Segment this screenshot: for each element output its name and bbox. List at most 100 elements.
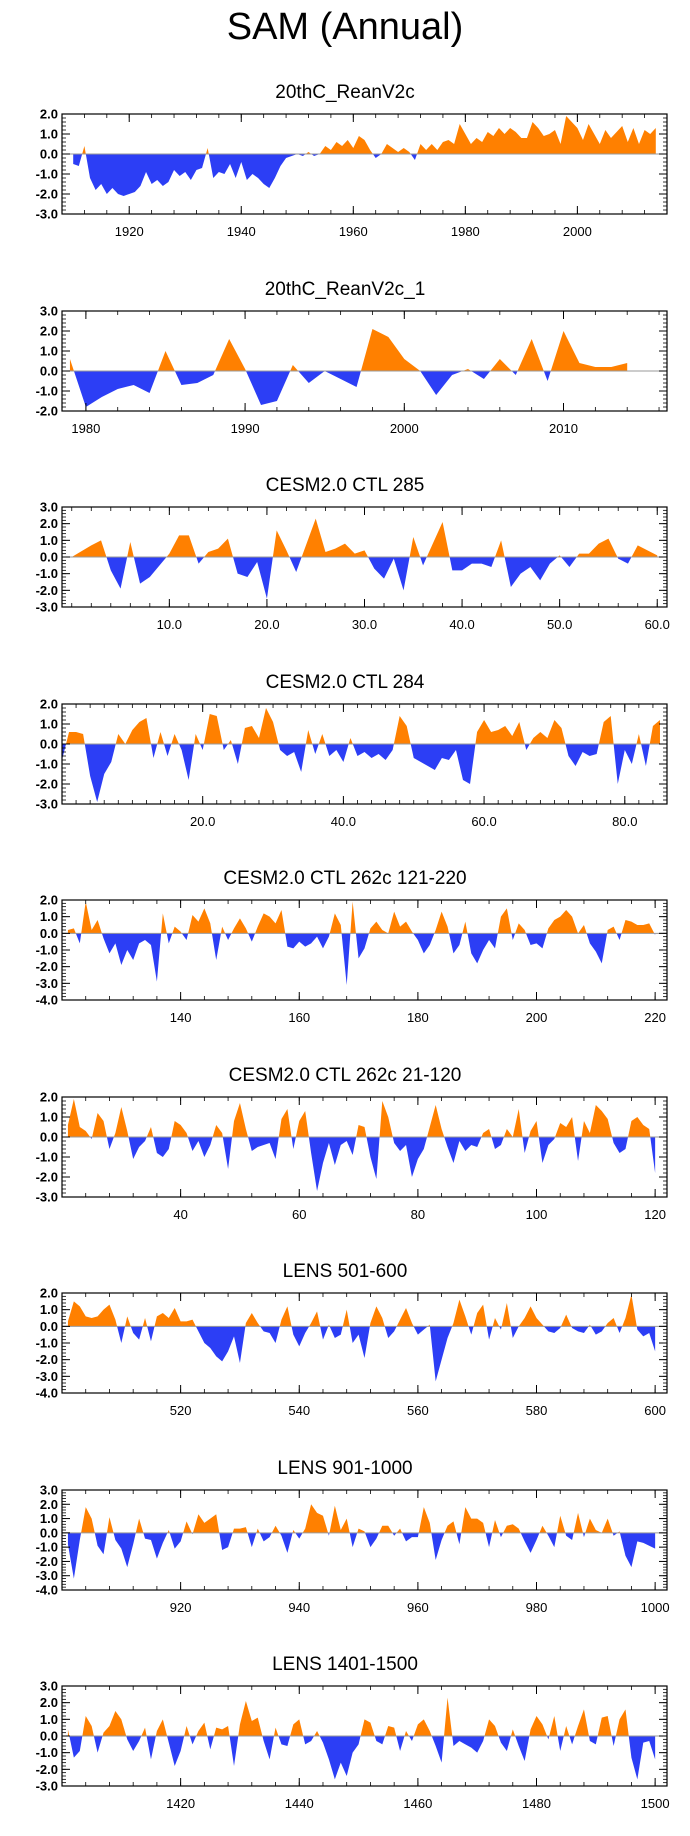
sam-chart: 2.0 1.0 0.0 -1.0 -2.0 -3.0 20.0 40.0 60.0 80.0 — [36, 696, 668, 829]
positive-anomaly-fill — [67, 901, 656, 934]
x-tick-label: 600 — [644, 1403, 666, 1418]
y-tick-label: -2.0 — [36, 1762, 58, 1777]
y-tick-label: 3.0 — [40, 1482, 58, 1497]
chart-title: CESM2.0 CTL 262c 121-220 — [223, 868, 467, 889]
y-tick-label: 2.0 — [40, 516, 58, 531]
negative-anomaly-fill — [62, 743, 660, 802]
y-tick-label: 1.0 — [40, 343, 58, 358]
x-tick-label: 1480 — [522, 1796, 551, 1811]
x-tick-label: 1920 — [115, 224, 144, 239]
x-tick-label: 160 — [288, 1010, 310, 1025]
chart-title: CESM2.0 CTL 284 — [265, 671, 425, 693]
x-tick-label: 580 — [526, 1403, 548, 1418]
plot-frame — [61, 113, 668, 215]
negative-anomaly-fill — [73, 154, 656, 196]
x-tick-label: 980 — [526, 1600, 548, 1615]
x-tick-label: 2000 — [390, 421, 419, 436]
y-tick-label: 0.0 — [40, 1319, 58, 1334]
y-tick-label: 0.0 — [40, 1129, 58, 1144]
plot-frame — [61, 309, 668, 412]
x-tick-label: 180 — [407, 1010, 429, 1025]
y-tick-label: 2.0 — [40, 1286, 58, 1301]
sam-chart: 2.0 1.0 0.0 -1.0 -2.0 -3.0 40 60 80 100 120 — [36, 1089, 668, 1222]
sam-chart: 3.0 2.0 1.0 0.0 -1.0 -2.0 1980 1990 2000 2010 — [36, 303, 668, 436]
x-tick-label: 2010 — [549, 421, 578, 436]
y-tick-label: 1.0 — [40, 533, 58, 548]
positive-anomaly-fill — [62, 707, 660, 744]
negative-anomaly-fill — [67, 1532, 656, 1579]
sam-chart: 3.02.01.00.0-1.0-2.0-3.0-4.0 920 940 960 980… — [36, 1482, 670, 1615]
x-tick-label: 120 — [644, 1207, 666, 1222]
y-tick-label: -3.0 — [36, 1779, 58, 1794]
y-tick-label: 0.0 — [40, 1525, 58, 1540]
x-tick-label: 960 — [407, 1600, 429, 1615]
chart-title: 20thC_ReanV2c_1 — [264, 278, 426, 300]
y-tick-label: 3.0 — [40, 303, 58, 318]
x-tick-label: 10.0 — [157, 617, 182, 632]
plot-frame — [61, 702, 668, 805]
y-tick-label: 0.0 — [40, 550, 58, 565]
positive-anomaly-fill — [67, 1294, 656, 1327]
x-tick-label: 100 — [526, 1207, 548, 1222]
x-tick-label: 80.0 — [612, 814, 637, 829]
y-tick-label: 0.0 — [40, 736, 58, 751]
x-tick-label: 1960 — [339, 224, 368, 239]
y-tick-label: 0.0 — [40, 363, 58, 378]
y-tick-label: -1.0 — [36, 1336, 58, 1351]
x-tick-label: 1980 — [451, 224, 480, 239]
sam-chart: 2.01.0 0.0 -1.0-2.0 -3.0 -4.0 520 540 560 580 600 — [36, 1286, 668, 1418]
y-tick-label: 2.0 — [40, 1695, 58, 1710]
y-tick-label: -3.0 — [36, 1568, 58, 1583]
positive-anomaly-fill — [71, 518, 658, 557]
positive-anomaly-fill — [73, 116, 656, 154]
x-tick-label: 50.0 — [547, 617, 572, 632]
y-tick-label: 2.0 — [40, 107, 58, 122]
y-tick-label: -3.0 — [36, 1189, 58, 1204]
x-tick-label: 40.0 — [449, 617, 474, 632]
sam-chart: 2.01.0 0.0 -1.0-2.0 -3.0 -4.0 140 160 180 200 220 — [36, 893, 668, 1025]
negative-anomaly-fill — [67, 1136, 656, 1191]
y-tick-label: 3.0 — [40, 1679, 58, 1694]
y-tick-label: -1.0 — [36, 756, 58, 771]
chart-title: LENS 501-600 — [282, 1261, 408, 1282]
x-tick-label: 540 — [288, 1403, 310, 1418]
y-tick-label: -4.0 — [36, 993, 58, 1008]
y-tick-label: -1.0 — [36, 1149, 58, 1164]
x-tick-label: 40 — [173, 1207, 187, 1222]
y-tick-label: -3.0 — [36, 600, 58, 615]
x-tick-label: 40.0 — [331, 814, 356, 829]
y-tick-label: -2.0 — [36, 959, 58, 974]
y-tick-label: 1.0 — [40, 1712, 58, 1727]
y-tick-label: -3.0 — [36, 207, 58, 222]
x-tick-label: 520 — [170, 1403, 192, 1418]
x-tick-label: 20.0 — [190, 814, 215, 829]
y-tick-label: 2.0 — [40, 323, 58, 338]
sam-chart: 3.02.0 1.0 0.0-1.0 -2.0 -3.0 10.0 20.0 30.0 40.0… — [36, 500, 670, 633]
y-tick-label: -3.0 — [36, 796, 58, 811]
x-tick-label: 60.0 — [471, 814, 496, 829]
x-tick-label: 1980 — [71, 421, 100, 436]
x-tick-label: 1460 — [403, 1796, 432, 1811]
y-tick-label: 0.0 — [40, 147, 58, 162]
x-tick-label: 1000 — [641, 1600, 670, 1615]
x-tick-label: 1420 — [166, 1796, 195, 1811]
positive-anomaly-fill — [67, 1697, 656, 1736]
chart-title: CESM2.0 CTL 262c 21-120 — [228, 1064, 462, 1086]
x-tick-label: 30.0 — [352, 617, 377, 632]
x-tick-label: 940 — [288, 1600, 310, 1615]
negative-anomaly-fill — [71, 557, 658, 599]
x-tick-label: 200 — [526, 1010, 548, 1025]
x-tick-label: 140 — [170, 1010, 192, 1025]
y-tick-label: -1.0 — [36, 167, 58, 182]
sam-chart: 3.02.0 1.0 0.0-1.0 -2.0 -3.0 1420 1440 1460 1480… — [36, 1679, 670, 1812]
positive-anomaly-fill — [67, 1098, 656, 1137]
y-tick-label: -4.0 — [36, 1582, 58, 1597]
page-title: SAM (Annual) — [226, 6, 464, 48]
x-tick-label: 20.0 — [254, 617, 279, 632]
y-tick-label: 1.0 — [40, 1302, 58, 1317]
x-tick-label: 60 — [292, 1207, 306, 1222]
y-tick-label: -1.0 — [36, 1745, 58, 1760]
x-tick-label: 80 — [411, 1207, 425, 1222]
x-tick-label: 1440 — [285, 1796, 314, 1811]
y-tick-label: 3.0 — [40, 500, 58, 515]
